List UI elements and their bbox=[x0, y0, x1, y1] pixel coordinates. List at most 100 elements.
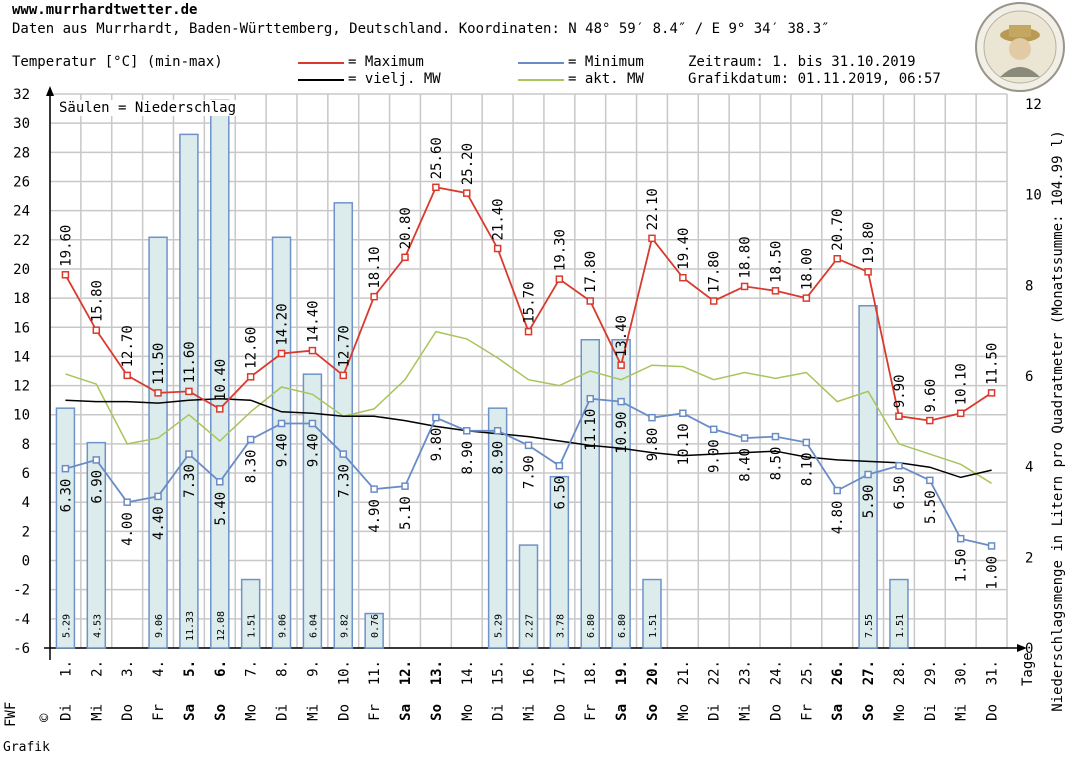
legend-longterm-label: = vielj. MW bbox=[348, 71, 441, 87]
max-point bbox=[802, 294, 811, 302]
min-point bbox=[92, 456, 101, 464]
x-weekday-label: So bbox=[861, 704, 877, 721]
precip-bar bbox=[642, 578, 662, 649]
min-value-label: 4.90 bbox=[367, 499, 383, 533]
x-weekday-label: Mo bbox=[244, 704, 260, 721]
legend-longterm-swatch bbox=[298, 79, 344, 81]
y-tick-label: 12 bbox=[13, 379, 30, 395]
y-tick-label: -4 bbox=[13, 612, 30, 628]
max-value-label: 19.80 bbox=[861, 222, 877, 264]
max-value-label: 15.80 bbox=[89, 280, 105, 322]
max-value-label: 17.80 bbox=[583, 251, 599, 293]
max-value-label: 20.70 bbox=[830, 209, 846, 251]
x-weekday-label: Mi bbox=[738, 704, 754, 721]
min-value-label: 9.00 bbox=[707, 439, 723, 473]
x-weekday-label: Do bbox=[120, 704, 136, 721]
x-weekday-label: Fr bbox=[583, 704, 599, 721]
y-tick-label: 2 bbox=[22, 524, 30, 540]
max-point bbox=[926, 416, 934, 425]
y-tick-label: 32 bbox=[13, 87, 30, 103]
precip-value-label: 1.51 bbox=[895, 614, 906, 638]
x-axis-arrow bbox=[1017, 644, 1027, 652]
x-tick-label: 22. bbox=[707, 660, 723, 685]
min-value-label: 8.90 bbox=[491, 441, 507, 475]
y2-tick-label: 4 bbox=[1025, 460, 1033, 476]
min-point bbox=[895, 462, 903, 470]
min-point bbox=[154, 492, 162, 501]
min-value-label: 5.40 bbox=[213, 492, 229, 526]
min-value-label: 4.00 bbox=[120, 512, 136, 546]
max-point bbox=[679, 273, 687, 282]
precip-value-label: 1.51 bbox=[247, 614, 258, 638]
x-weekday-label: Fr bbox=[799, 704, 815, 721]
min-value-label: 9.40 bbox=[275, 433, 291, 467]
x-weekday-label: Mi bbox=[89, 704, 105, 721]
max-point bbox=[185, 387, 193, 396]
y2-tick-label: 6 bbox=[1025, 369, 1033, 385]
min-value-label: 9.40 bbox=[305, 433, 321, 467]
precip-bar bbox=[55, 407, 76, 649]
y-axis-arrow bbox=[46, 86, 54, 96]
precip-bar bbox=[271, 236, 292, 649]
max-value-label: 11.60 bbox=[182, 341, 198, 383]
max-point bbox=[956, 409, 965, 418]
min-point bbox=[802, 438, 811, 447]
precip-bar bbox=[240, 578, 261, 649]
precip-bar bbox=[889, 578, 909, 649]
x-weekday-label: Mi bbox=[954, 704, 970, 721]
x-tick-label: 28. bbox=[892, 660, 908, 685]
x-tick-label: 23. bbox=[738, 660, 754, 685]
x-weekday-label: Do bbox=[552, 704, 568, 721]
precip-value-label: 6.04 bbox=[308, 614, 319, 638]
brand-grafik: Grafik bbox=[3, 740, 50, 755]
precip-value-label: 0.76 bbox=[370, 614, 381, 638]
max-value-label: 14.20 bbox=[275, 303, 291, 345]
min-point bbox=[709, 425, 718, 434]
min-value-label: 11.10 bbox=[583, 409, 599, 451]
max-point bbox=[586, 297, 594, 305]
min-point bbox=[679, 409, 687, 418]
min-point bbox=[864, 470, 872, 479]
x-tick-label: 4. bbox=[151, 660, 167, 677]
x-tick-label: 19. bbox=[614, 660, 630, 685]
max-value-label: 15.70 bbox=[522, 281, 538, 323]
min-point bbox=[246, 435, 255, 444]
precip-value-label: 4.53 bbox=[92, 614, 103, 638]
min-value-label: 5.10 bbox=[398, 496, 414, 530]
legend-min-swatch bbox=[518, 62, 564, 64]
x-weekday-label: Mi bbox=[522, 704, 538, 721]
max-value-label: 22.10 bbox=[645, 188, 661, 230]
max-point bbox=[493, 244, 502, 253]
x-weekday-label: Fr bbox=[151, 704, 167, 721]
y-tick-label: -6 bbox=[13, 641, 30, 657]
y-tick-label: 16 bbox=[13, 320, 30, 336]
max-value-label: 10.10 bbox=[954, 363, 970, 405]
max-value-label: 19.30 bbox=[552, 229, 568, 271]
x-tick-label: 2. bbox=[89, 660, 105, 677]
legend-current-swatch bbox=[518, 79, 564, 81]
x-tick-label: 11. bbox=[367, 660, 383, 685]
precip-value-label: 9.06 bbox=[278, 614, 289, 638]
max-point bbox=[92, 326, 101, 334]
precip-value-label: 6.80 bbox=[586, 614, 597, 638]
max-point bbox=[864, 268, 872, 276]
min-value-label: 8.50 bbox=[768, 447, 784, 481]
max-point bbox=[246, 373, 255, 381]
max-point bbox=[648, 234, 656, 243]
max-value-label: 12.70 bbox=[120, 325, 136, 367]
x-weekday-label: Sa bbox=[398, 704, 414, 721]
y-tick-label: 6 bbox=[22, 466, 30, 482]
y-tick-label: -2 bbox=[13, 583, 30, 599]
max-value-label: 18.10 bbox=[367, 246, 383, 288]
x-tick-label: 30. bbox=[954, 660, 970, 685]
min-value-label: 6.50 bbox=[552, 476, 568, 510]
y-tick-label: 4 bbox=[22, 495, 30, 511]
y2-tick-label: 2 bbox=[1025, 550, 1033, 566]
legend-current-label: = akt. MW bbox=[568, 71, 644, 87]
x-tick-label: 10. bbox=[336, 660, 352, 685]
min-value-label: 5.90 bbox=[861, 485, 877, 519]
x-weekday-label: So bbox=[213, 704, 229, 721]
x-weekday-label: Sa bbox=[614, 704, 630, 721]
min-value-label: 6.30 bbox=[58, 479, 74, 513]
